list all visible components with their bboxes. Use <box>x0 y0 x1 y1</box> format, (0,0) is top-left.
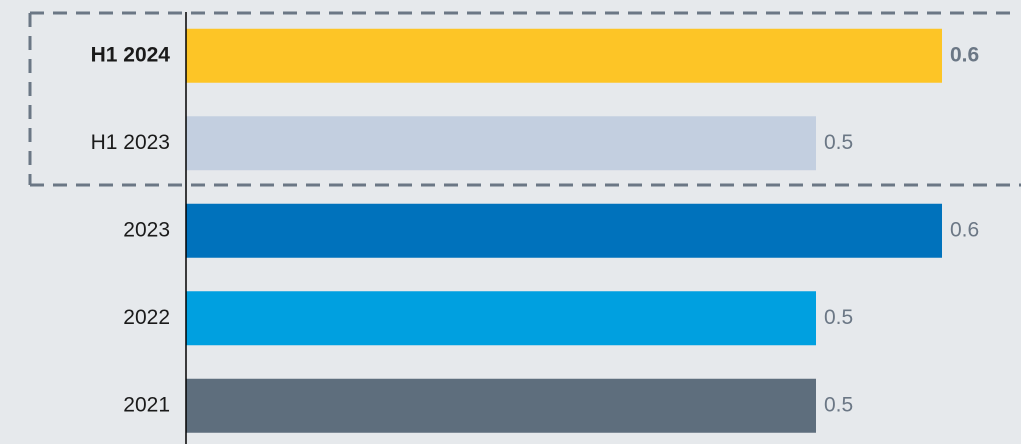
bar <box>186 291 816 346</box>
category-label: H1 2024 <box>91 43 171 66</box>
bar <box>186 378 816 433</box>
category-label: H1 2023 <box>91 131 170 154</box>
category-label: 2021 <box>123 393 170 416</box>
category-label: 2022 <box>123 306 170 329</box>
value-label: 0.5 <box>824 131 853 154</box>
value-label: 0.5 <box>824 306 853 329</box>
category-label: 2023 <box>123 218 170 241</box>
value-label: 0.5 <box>824 393 853 416</box>
bar <box>186 116 816 171</box>
bar <box>186 28 942 83</box>
bar <box>186 203 942 258</box>
highlight-box <box>28 11 1021 187</box>
value-label: 0.6 <box>950 43 979 66</box>
value-label: 0.6 <box>950 218 979 241</box>
